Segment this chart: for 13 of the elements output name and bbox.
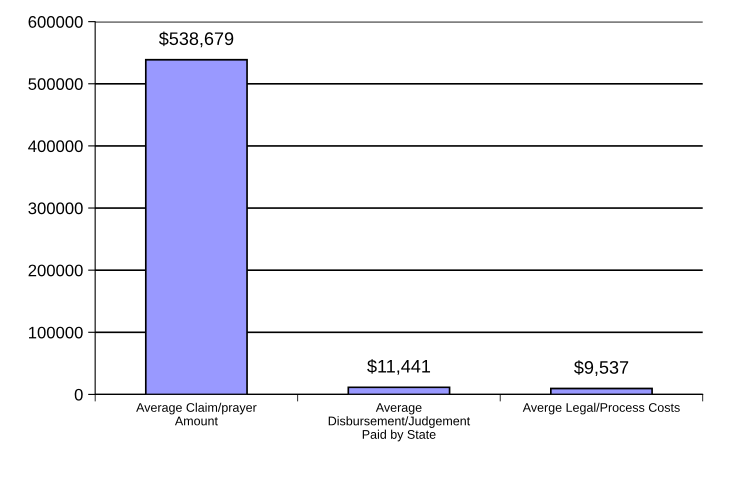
data-label: $9,537 <box>574 360 628 376</box>
y-tick-label: 400000 <box>28 140 83 152</box>
data-label: $538,679 <box>158 32 234 48</box>
data-label: $11,441 <box>367 359 430 375</box>
y-tick-label: 500000 <box>28 78 83 90</box>
y-tick-label: 600000 <box>28 16 83 28</box>
x-tick-label: Average Claim/prayer Amount <box>136 402 257 426</box>
y-tick-label: 100000 <box>29 326 83 338</box>
y-tick-label: 0 <box>74 388 83 401</box>
y-tick-label: 200000 <box>28 264 83 276</box>
y-tick-label: 300000 <box>28 202 83 214</box>
x-tick-label: Averge Legal/Process Costs <box>522 402 680 414</box>
x-tick-label: Average Disbursement/Judgement Paid by State <box>328 403 470 442</box>
